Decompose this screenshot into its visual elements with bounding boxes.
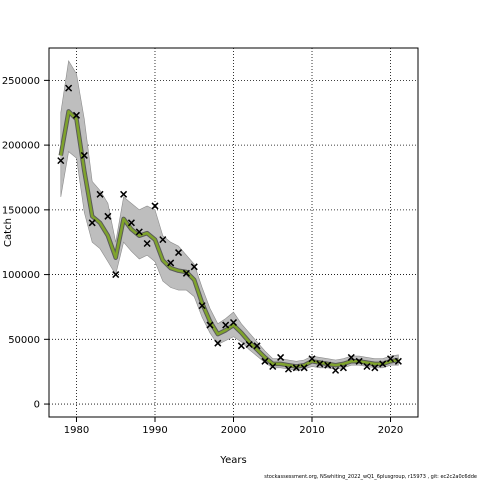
observed-catch-point bbox=[324, 361, 332, 369]
observed-catch-point bbox=[120, 190, 128, 198]
observed-catch-point bbox=[332, 366, 340, 374]
observed-catch-point bbox=[112, 271, 120, 279]
observed-catch-point bbox=[222, 321, 230, 329]
observed-catch-point bbox=[386, 355, 395, 363]
estimate-line bbox=[59, 110, 399, 368]
y-tick-label: 100000 bbox=[2, 270, 40, 281]
y-tick-label: 200000 bbox=[2, 141, 40, 152]
observed-catch-point bbox=[80, 151, 88, 159]
y-tick-label: 0 bbox=[34, 400, 40, 411]
observed-catch-point bbox=[104, 212, 112, 220]
observed-catch-point bbox=[269, 362, 277, 371]
y-tick-label: 150000 bbox=[2, 205, 40, 216]
observed-catch-point bbox=[245, 340, 253, 349]
observed-catch-point bbox=[371, 364, 379, 372]
footer-note: stockassessment.org, NSwhiting_2022_wQ1_… bbox=[264, 474, 477, 480]
observed-catch-point bbox=[292, 364, 300, 372]
observed-catch-point bbox=[229, 318, 238, 327]
observed-catch-point bbox=[135, 228, 143, 236]
observed-catch-point bbox=[175, 249, 183, 257]
observed-catch-point bbox=[182, 269, 190, 277]
observed-catch-point bbox=[190, 263, 198, 271]
observed-catch-point bbox=[72, 111, 81, 119]
observed-catch-point bbox=[167, 259, 175, 267]
observed-catch-point bbox=[347, 353, 355, 361]
x-axis-title: Years bbox=[219, 455, 246, 466]
observed-catch-point bbox=[277, 353, 285, 361]
axis-ticks-layer: 1980 1990 2000 2010 2020 0 50000 100000 150000 20… bbox=[2, 76, 403, 436]
observed-catch-point bbox=[96, 190, 104, 198]
y-tick-label: 50000 bbox=[8, 335, 40, 346]
x-tick-label: 2010 bbox=[299, 425, 324, 436]
observed-catch-point bbox=[159, 236, 167, 244]
observed-markers-layer bbox=[57, 84, 402, 374]
x-tick-label: 2020 bbox=[378, 425, 403, 436]
x-tick-label: 1990 bbox=[142, 425, 167, 436]
observed-catch-point bbox=[308, 355, 316, 363]
y-tick-label: 250000 bbox=[2, 76, 40, 87]
observed-catch-point bbox=[284, 365, 292, 373]
observed-catch-point bbox=[151, 202, 159, 210]
estimate-line-layer bbox=[58, 109, 399, 369]
observed-catch-point bbox=[237, 342, 245, 350]
observed-catch-point bbox=[379, 360, 387, 368]
observed-catch-point bbox=[300, 364, 308, 372]
observed-catch-point bbox=[57, 157, 65, 165]
x-tick-label: 2000 bbox=[221, 425, 246, 436]
observed-catch-point bbox=[261, 357, 269, 365]
observed-catch-point bbox=[88, 219, 96, 227]
observed-catch-point bbox=[65, 84, 73, 92]
observed-catch-point bbox=[253, 342, 261, 350]
y-axis-title: Catch bbox=[3, 218, 14, 247]
observed-catch-point bbox=[355, 357, 363, 365]
observed-catch-point bbox=[143, 239, 151, 248]
x-tick-label: 1980 bbox=[64, 425, 89, 436]
confidence-band-layer bbox=[60, 60, 399, 371]
observed-catch-point bbox=[214, 339, 222, 347]
observed-catch-point bbox=[363, 362, 371, 371]
observed-catch-point bbox=[127, 219, 135, 227]
observed-catch-point bbox=[394, 357, 402, 365]
observed-catch-point bbox=[206, 321, 214, 329]
confidence-band bbox=[60, 60, 399, 371]
observed-catch-point bbox=[316, 360, 324, 368]
observed-catch-point bbox=[339, 364, 347, 372]
observed-catch-point bbox=[198, 302, 206, 310]
